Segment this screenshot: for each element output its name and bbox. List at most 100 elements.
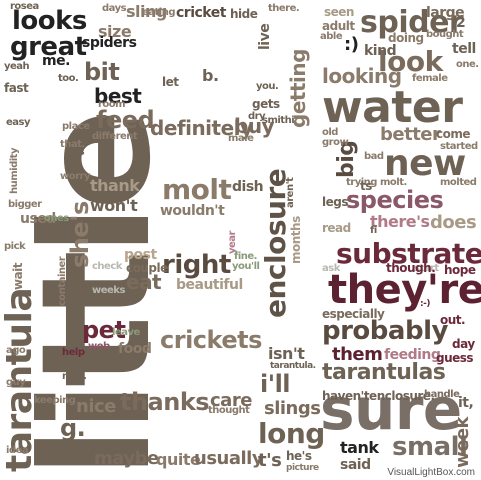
word-ones: ones [44,213,69,224]
word-sling: sling [126,2,167,21]
word-male: male [228,133,254,144]
word-pet: pet [82,316,126,344]
word-doing: doing [388,31,424,45]
word-long: long [258,417,325,450]
word-thank: thank [90,176,140,195]
word-different: different [92,131,138,142]
word-dish: dish [232,179,264,195]
word-them: them [332,344,383,365]
word-guess: guess [436,351,474,365]
word-feed: feed [96,106,155,134]
word-cricket: cricket [176,5,226,21]
word-seen: seen [324,5,354,19]
word-hope: hope [444,263,476,277]
word-theyre: they're [328,267,481,313]
word-keeping: keeping [34,395,76,406]
word-read: read [322,221,351,235]
word-substrate: substrate [336,237,481,270]
word-usually: usually [194,448,264,469]
word-buy: buy [234,114,275,138]
word-easy: easy [6,117,31,128]
word-ts: t's [258,450,282,471]
word-especially: especially [322,307,385,321]
word-adult: adult [322,19,355,33]
word-quite: quite [156,450,201,469]
word-live: live [257,23,273,50]
word-room: room [98,99,126,110]
word-arent: aren't [285,177,296,208]
word-slings-big: slings [264,398,321,419]
word-though: though. [386,261,436,275]
word-grow: grow [322,137,349,148]
word-one: one. [456,59,479,70]
word-leave: leave [112,327,140,338]
word-rosea: rosea [10,1,39,12]
word-smiley: :) [344,34,359,55]
word-it: it, [458,395,474,411]
word-tarantula-small: tarantula. [270,361,316,371]
word-looks: looks [12,6,87,36]
word-out: out. [440,313,466,327]
word-said: said [340,457,371,473]
word-wait: wait [11,262,25,290]
word-started: started [440,141,478,152]
word-wouldnt: wouldn't [160,203,225,219]
word-you: you. [256,81,279,92]
word-water: water [322,82,463,133]
word-female: female [412,73,448,84]
word-gets: gets [252,97,280,111]
word-spider: spider [360,5,464,40]
word-check: check [92,261,122,272]
word-post: post [124,247,157,263]
word-molt-big: molt [162,173,232,206]
word-ts-small: ts [360,179,372,193]
word-definitely: definitely [150,116,253,140]
word-now: now. [62,371,87,382]
word-smithi: smithi [262,115,295,126]
word-come: come [436,127,471,141]
word-large: large [426,5,465,21]
word-ago: ago [6,345,26,356]
word-fi: fi [370,225,377,236]
word-container: container [57,256,68,306]
watermark-label: VisualLightBox.com [385,467,477,478]
word-that: that. [60,139,85,150]
word-help: help [62,347,85,358]
word-looking: looking [322,64,402,88]
word-days: days [102,3,127,14]
word-used: used [20,211,56,227]
word-hes: he's [286,449,312,463]
word-does: does [430,212,477,233]
word-molted: molted [440,177,477,188]
word-right: right [162,250,231,280]
word-wont: won't [90,196,138,215]
word-isnt: isn't [268,344,305,363]
word-couple: couple [126,261,168,275]
word-thanks: thanks [120,388,210,416]
word-bad: bad [364,151,384,162]
word-eating: eating [142,7,176,18]
word-pick: pick [4,241,26,252]
word-dry: dry [248,111,266,122]
word-feeding: feeding [384,347,441,363]
word-tarantulas: tarantulas [322,360,446,385]
word-look: look [378,45,443,78]
word-species: species [346,186,444,214]
word-tank: tank [340,438,379,457]
word-trying: trying [346,177,377,188]
word-enclosure-small: haven'tenclosure. [322,389,435,403]
word-place: place [62,121,90,132]
word-guy: guy [6,377,26,388]
word-b: b. [202,66,219,85]
word-week: week [452,416,473,468]
word-probably: probably [322,316,448,346]
word-small: small [392,432,468,462]
word-ask: ask [322,263,340,274]
word-yeah: yeah [4,61,30,72]
word-me: me. [42,53,70,69]
word-weeks: weeks [92,285,125,296]
word-best: best [94,84,142,108]
word-fast: fast [4,81,29,95]
word-bit: bit [84,58,120,86]
